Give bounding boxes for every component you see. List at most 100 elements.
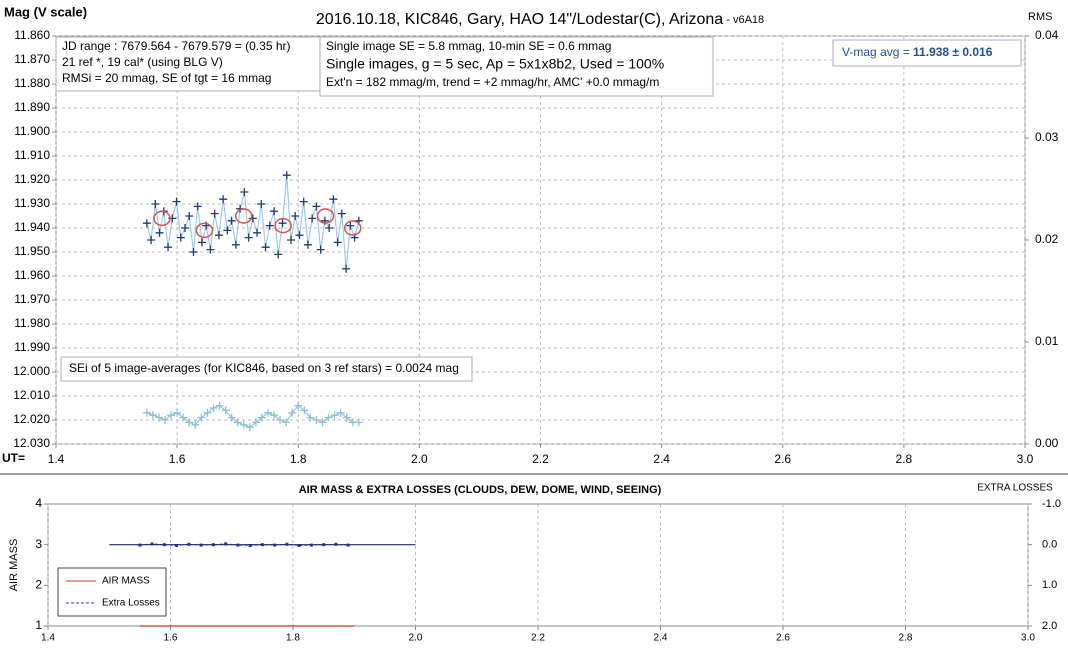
- point: [295, 231, 304, 240]
- y-tick-label: 12.030: [13, 436, 50, 450]
- point: [189, 248, 198, 256]
- y-tick-label: 3: [35, 537, 42, 551]
- point: [251, 418, 260, 427]
- y2-tick-label: 0.01: [1035, 334, 1059, 348]
- point: [142, 219, 151, 228]
- point: [244, 233, 253, 242]
- x-tick-label: 2.0: [409, 633, 423, 644]
- point: [161, 416, 170, 424]
- point: [240, 188, 249, 196]
- point: [306, 413, 315, 422]
- y2-tick-label: 0.04: [1035, 28, 1059, 42]
- annotation: Ext'n = 182 mmag/m, trend = +2 mmag/hr, …: [326, 75, 659, 89]
- point: [270, 411, 279, 420]
- point: [150, 542, 154, 546]
- point: [142, 408, 151, 417]
- point: [263, 408, 272, 417]
- point: [312, 202, 321, 211]
- point: [179, 413, 188, 422]
- average-point: [195, 222, 214, 239]
- point: [316, 245, 325, 254]
- point: [265, 221, 274, 230]
- point: [342, 264, 351, 273]
- x-tick-label: 2.4: [653, 452, 670, 466]
- subtitle: - v6A18: [723, 14, 764, 26]
- annotation: RMSi = 20 mmag, SE of tgt = 16 mmag: [62, 71, 271, 85]
- chart-title: AIR MASS & EXTRA LOSSES (CLOUDS, DEW, DO…: [299, 484, 662, 496]
- y-tick-label: 11.960: [14, 268, 50, 282]
- point: [324, 413, 333, 422]
- average-point: [234, 208, 253, 224]
- point: [257, 413, 266, 422]
- annotation: Single image SE = 5.8 mmag, 10-min SE = …: [326, 39, 611, 53]
- y-tick-label: 12.020: [13, 412, 50, 426]
- y2-tick-label: 0.0: [1042, 539, 1057, 551]
- point: [215, 401, 224, 410]
- average-point: [316, 208, 335, 224]
- point: [318, 418, 327, 427]
- x-tick-label: 3.0: [1021, 633, 1035, 644]
- point: [257, 200, 266, 208]
- annotation: V-mag avg = 11.938 ± 0.016: [842, 45, 993, 59]
- annotation: Single images, g = 5 sec, Ap = 5x1x8b2, …: [326, 56, 664, 72]
- y-tick-label: 11.920: [14, 172, 50, 186]
- y-label: Mag (V scale): [4, 4, 87, 19]
- x-tick-label: 1.4: [41, 633, 55, 644]
- point: [164, 243, 173, 252]
- point: [282, 171, 291, 180]
- point: [336, 408, 345, 417]
- sei-box: [60, 356, 473, 382]
- y-tick-label: 11.980: [14, 316, 50, 330]
- marks: 1.4 1.6 1.8 2.0 2.2 2.4 2.6 2.8 3.0 11.860 11.870 1…: [13, 28, 1061, 643]
- point: [294, 401, 303, 410]
- annotations: JD range : 7679.564 - 7679.579 = (0.35 h…: [55, 36, 1022, 382]
- point: [325, 224, 334, 232]
- jd-box: [55, 36, 321, 92]
- point: [185, 212, 194, 220]
- y-tick-label: 11.890: [14, 100, 50, 114]
- y-tick-label: 11.970: [14, 292, 50, 306]
- chart-title: 2016.10.18, KIC846, Gary, HAO 14"/Lodest…: [316, 11, 764, 28]
- point: [214, 231, 223, 240]
- point: [286, 236, 295, 244]
- point: [193, 202, 202, 211]
- y2-label: EXTRA LOSSES: [977, 483, 1053, 494]
- y-tick-label: 11.870: [14, 52, 50, 66]
- point: [303, 240, 312, 249]
- point: [172, 197, 181, 206]
- average-point: [153, 210, 171, 227]
- point: [354, 418, 363, 427]
- point: [288, 408, 297, 417]
- y-tick-label: 11.900: [14, 124, 50, 138]
- point: [245, 423, 254, 432]
- point: [308, 214, 317, 223]
- point: [175, 543, 179, 547]
- point: [151, 200, 160, 208]
- point: [227, 216, 236, 225]
- point: [330, 411, 339, 420]
- point: [227, 413, 236, 422]
- point: [219, 195, 228, 204]
- x-tick-label: 1.6: [169, 452, 186, 466]
- point: [239, 420, 248, 429]
- y-tick-label: 11.910: [14, 148, 50, 162]
- x-tick-label: 2.2: [532, 452, 549, 466]
- y-label: AIR MASS: [8, 539, 20, 592]
- point: [253, 228, 262, 237]
- point: [197, 413, 206, 422]
- y-tick-label: 12.000: [13, 364, 50, 378]
- x-tick-label: 3.0: [1017, 452, 1034, 466]
- series-line: [146, 404, 359, 428]
- point: [176, 233, 185, 242]
- average-point: [344, 220, 362, 236]
- point: [197, 238, 206, 247]
- y-tick-label: 11.990: [14, 340, 50, 354]
- point: [203, 408, 212, 417]
- point: [147, 236, 156, 244]
- point: [209, 404, 218, 412]
- annotation: SEi of 5 image-averages (for KIC846, bas…: [69, 361, 459, 375]
- point: [233, 418, 242, 427]
- y2-label: RMS: [1028, 11, 1052, 23]
- stats-box: [319, 36, 714, 97]
